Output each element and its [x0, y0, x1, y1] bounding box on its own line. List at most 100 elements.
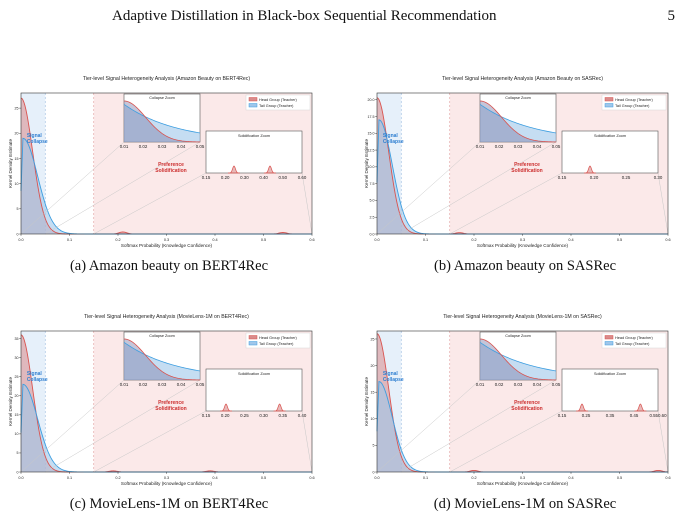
y-tick-label: 25 [15, 106, 19, 110]
signal-collapse-label: Signal [383, 133, 399, 139]
solidification-zoom-peak [576, 403, 588, 412]
x-tick-label: 0.6 [665, 238, 670, 242]
solidification-zoom-tick-label: 0.50 [279, 175, 288, 180]
solidification-zoom-peak [273, 403, 286, 412]
chart-title: Tier-level Signal Heterogeneity Analysis… [442, 76, 603, 82]
x-tick-label: 0.2 [471, 476, 476, 480]
collapse-zoom-tick-label: 0.01 [120, 382, 129, 387]
zoom-connector-line [20, 379, 125, 473]
collapse-zoom-tick-label: 0.01 [476, 382, 485, 387]
zoom-connector-line [657, 410, 669, 473]
solidification-zoom-title: Solidification Zoom [238, 134, 270, 138]
zoom-connector-line [301, 410, 313, 473]
collapse-zoom-head-line [479, 100, 557, 143]
zoom-connector-line [401, 141, 557, 235]
y-tick-label: 15 [15, 413, 19, 417]
figure-panel-d: Tier-level Signal Heterogeneity Analysis… [364, 306, 686, 513]
collapse-zoom-tick-label: 0.03 [514, 382, 523, 387]
legend-box [245, 332, 311, 349]
running-title: Adaptive Distillation in Black-box Seque… [112, 8, 497, 24]
legend-label-tail: Tail Group (Teacher) [259, 104, 294, 108]
collapse-zoom-inset: Collapse Zoom 0.01 0.02 0.03 0.04 0.05 [476, 331, 561, 387]
solidification-zoom-inset: Solidification Zoom 0.15 0.20 0.25 0.30 0.35 0… [202, 368, 307, 418]
solidification-zoom-tick-label: 0.15 [202, 175, 211, 180]
zoom-connector-line [45, 379, 201, 473]
signal-collapse-label: Collapse [383, 139, 404, 145]
x-axis-label: Softmax Probability (Knowledge Confidenc… [477, 481, 569, 486]
zoom-connector-line [657, 172, 669, 235]
y-tick-label: 25 [15, 375, 19, 379]
y-tick-label: 12.5 [368, 148, 375, 152]
solidification-zoom-tick-label: 0.20 [590, 175, 599, 180]
x-axis-label: Softmax Probability (Knowledge Confidenc… [477, 243, 569, 248]
zoom-connector-line [301, 172, 313, 235]
collapse-zoom-tail-line [123, 103, 201, 134]
y-tick-label: 30 [15, 356, 19, 360]
caption-a: (a) Amazon beauty on BERT4Rec [69, 258, 269, 274]
solidification-zoom-tick-label: 0.35 [279, 413, 288, 418]
x-tick-label: 0.1 [423, 238, 428, 242]
preference-solidification-label: Preference [158, 162, 184, 168]
legend-label-head: Head Group (Teacher) [259, 98, 298, 102]
chart-legend: Head Group (Teacher) Tail Group (Teacher) [245, 332, 311, 349]
solidification-zoom-title: Solidification Zoom [594, 134, 626, 138]
collapse-zoom-title: Collapse Zoom [505, 96, 531, 100]
collapse-zoom-head-area [480, 339, 556, 380]
x-tick-label: 0.2 [115, 238, 120, 242]
x-tick-label: 0.4 [212, 238, 217, 242]
tail-density-area [377, 119, 668, 234]
collapse-zoom-tick-label: 0.05 [196, 382, 205, 387]
y-tick-label: 15 [15, 157, 19, 161]
x-tick-label: 0.5 [261, 238, 266, 242]
y-axis-label: Kernel Density Estimate [8, 139, 13, 188]
y-tick-label: 5 [17, 207, 19, 211]
x-tick-label: 0.4 [212, 476, 217, 480]
chart-legend: Head Group (Teacher) Tail Group (Teacher) [601, 94, 667, 111]
y-tick-label: 10 [15, 182, 19, 186]
collapse-zoom-head-area [480, 101, 556, 142]
x-tick-label: 0.6 [309, 476, 314, 480]
solidification-zoom-tick-label: 0.15 [558, 175, 567, 180]
legend-swatch-head [604, 97, 614, 102]
zoom-connector-line [449, 410, 563, 473]
solidification-zoom-title: Solidification Zoom [594, 372, 626, 376]
y-tick-label: 10.0 [368, 165, 375, 169]
x-tick-label: 0.5 [617, 476, 622, 480]
collapse-zoom-tick-label: 0.03 [514, 144, 523, 149]
solidification-zoom-frame [205, 130, 303, 174]
legend-box [601, 94, 667, 111]
y-axis-label: Kernel Density Estimate [364, 139, 369, 188]
y-tick-label: 25 [371, 337, 375, 341]
collapse-zoom-inset: Collapse Zoom 0.01 0.02 0.03 0.04 0.05 [476, 93, 561, 149]
figure-panel-c: Tier-level Signal Heterogeneity Analysis… [8, 306, 330, 513]
x-tick-label: 0.4 [568, 238, 573, 242]
legend-swatch-head [248, 97, 258, 102]
collapse-zoom-tick-label: 0.04 [533, 144, 542, 149]
solidification-zoom-tick-label: 0.30 [654, 175, 663, 180]
preference-solidification-label: Solidification [511, 406, 542, 412]
collapse-zoom-tick-label: 0.02 [495, 144, 504, 149]
y-tick-label: 20 [15, 132, 19, 136]
solidification-zoom-tick-label: 0.25 [622, 175, 631, 180]
collapse-zoom-title: Collapse Zoom [149, 334, 175, 338]
x-tick-label: 0.0 [374, 238, 379, 242]
y-tick-label: 0.0 [370, 232, 375, 236]
legend-swatch-head [248, 335, 258, 340]
y-tick-label: 2.5 [370, 216, 375, 220]
x-tick-label: 0.1 [423, 476, 428, 480]
y-tick-label: 20 [371, 364, 375, 368]
solidification-zoom-tick-label: 0.20 [221, 175, 230, 180]
y-tick-label: 15.0 [368, 132, 375, 136]
x-tick-label: 0.3 [164, 476, 169, 480]
x-tick-label: 0.0 [18, 238, 23, 242]
solidification-zoom-tick-label: 0.60 [298, 175, 307, 180]
collapse-zoom-tick-label: 0.05 [552, 144, 561, 149]
y-tick-label: 17.5 [368, 115, 375, 119]
legend-swatch-tail [248, 103, 258, 108]
collapse-zoom-tick-label: 0.02 [139, 382, 148, 387]
y-tick-label: 20 [15, 394, 19, 398]
solidification-zoom-frame [561, 130, 659, 174]
legend-box [601, 332, 667, 349]
signal-collapse-label: Signal [27, 133, 43, 139]
signal-collapse-label: Collapse [383, 377, 404, 383]
